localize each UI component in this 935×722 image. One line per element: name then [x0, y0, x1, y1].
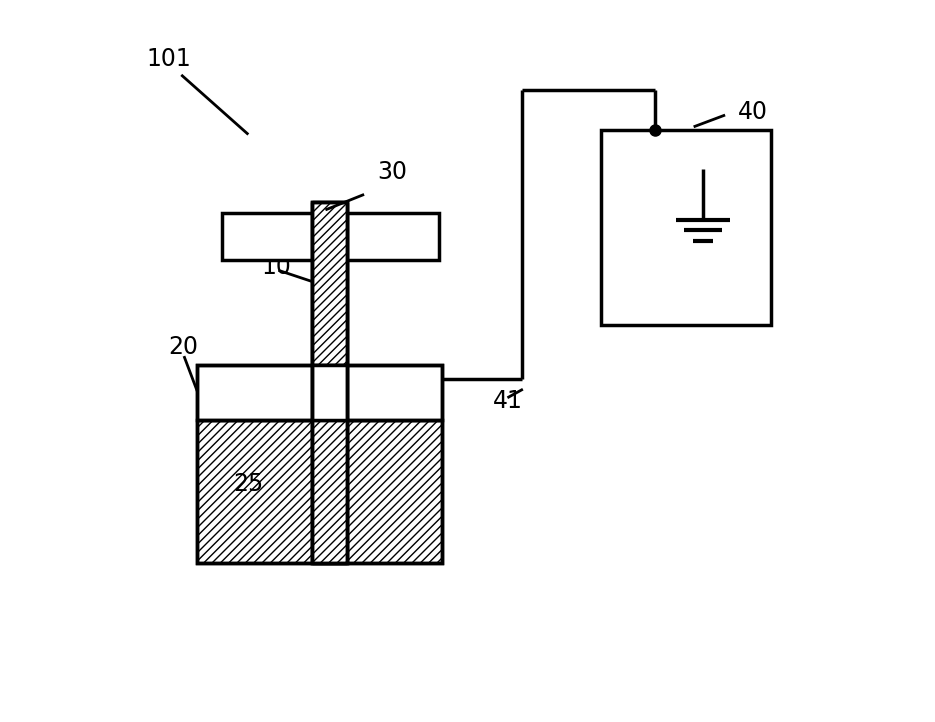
Text: 25: 25 — [233, 471, 263, 496]
Bar — [196, 420, 442, 563]
Bar — [222, 213, 439, 260]
Text: 101: 101 — [146, 47, 191, 71]
Text: 10: 10 — [262, 255, 292, 279]
Text: 40: 40 — [739, 100, 769, 124]
Text: 30: 30 — [377, 160, 408, 184]
Bar — [196, 365, 442, 563]
Bar — [601, 130, 770, 325]
Text: 20: 20 — [168, 334, 198, 359]
Bar — [312, 202, 347, 365]
Bar — [312, 420, 347, 563]
Text: 41: 41 — [493, 388, 523, 413]
Bar — [312, 202, 347, 563]
Bar — [196, 365, 442, 420]
Bar — [312, 365, 347, 420]
